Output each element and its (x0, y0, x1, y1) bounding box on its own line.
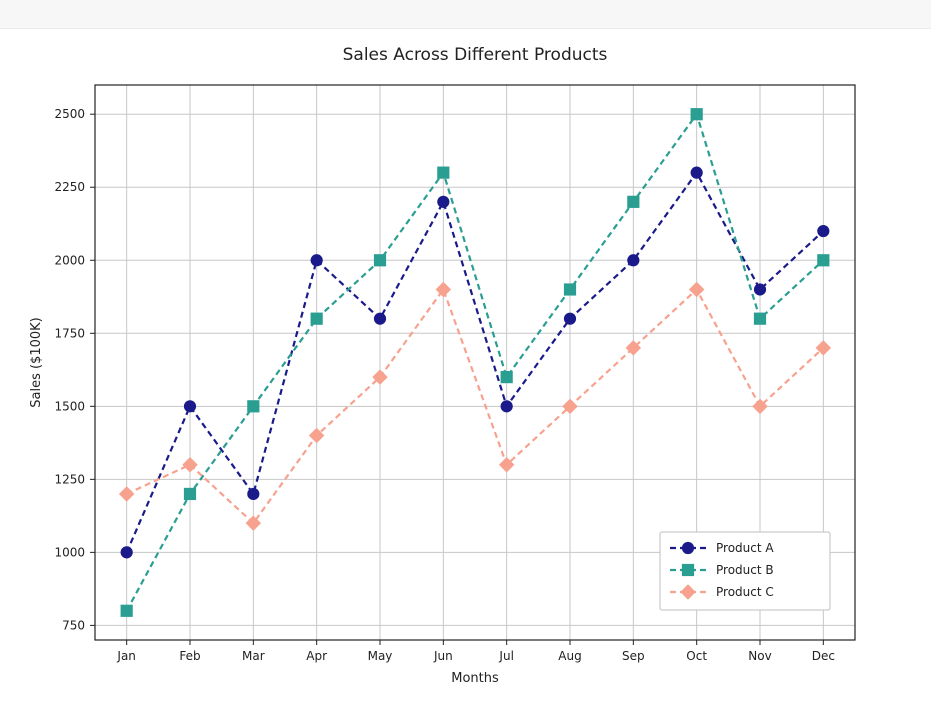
y-axis-label: Sales ($100K) (29, 317, 44, 408)
x-tick-label: Aug (558, 649, 581, 663)
chart-legend: Product A Product B Product C (660, 532, 830, 610)
legend-item-label: Product C (716, 585, 774, 599)
x-tick-label: Oct (686, 649, 707, 663)
x-tick-label: Apr (306, 649, 327, 663)
window-top-strip (0, 0, 931, 29)
x-tick-label: Mar (242, 649, 265, 663)
sales-line-chart: Sales Across Different Products 750 1000 12… (0, 30, 900, 690)
y-tick-label: 2000 (54, 253, 85, 267)
y-tick-label: 1750 (54, 326, 85, 340)
x-tick-label: Jan (116, 649, 136, 663)
x-tick-label: Dec (812, 649, 835, 663)
x-tick-label: Sep (622, 649, 645, 663)
y-tick-label: 1500 (54, 399, 85, 413)
x-tick-label: Jun (433, 649, 453, 663)
y-tick-label: 2500 (54, 107, 85, 121)
y-tick-label: 750 (62, 618, 85, 632)
y-tick-label: 1000 (54, 545, 85, 559)
legend-item-label: Product A (716, 541, 774, 555)
y-tick-label: 1250 (54, 472, 85, 486)
x-axis-label: Months (451, 671, 499, 686)
chart-container: Sales Across Different Products 750 1000 12… (0, 30, 931, 690)
x-tick-label: Jul (498, 649, 513, 663)
legend-item-label: Product B (716, 563, 774, 577)
x-tick-label: May (368, 649, 393, 663)
x-tick-label: Nov (748, 649, 771, 663)
x-tick-label: Feb (179, 649, 200, 663)
y-tick-label: 2250 (54, 180, 85, 194)
chart-title: Sales Across Different Products (343, 45, 608, 65)
